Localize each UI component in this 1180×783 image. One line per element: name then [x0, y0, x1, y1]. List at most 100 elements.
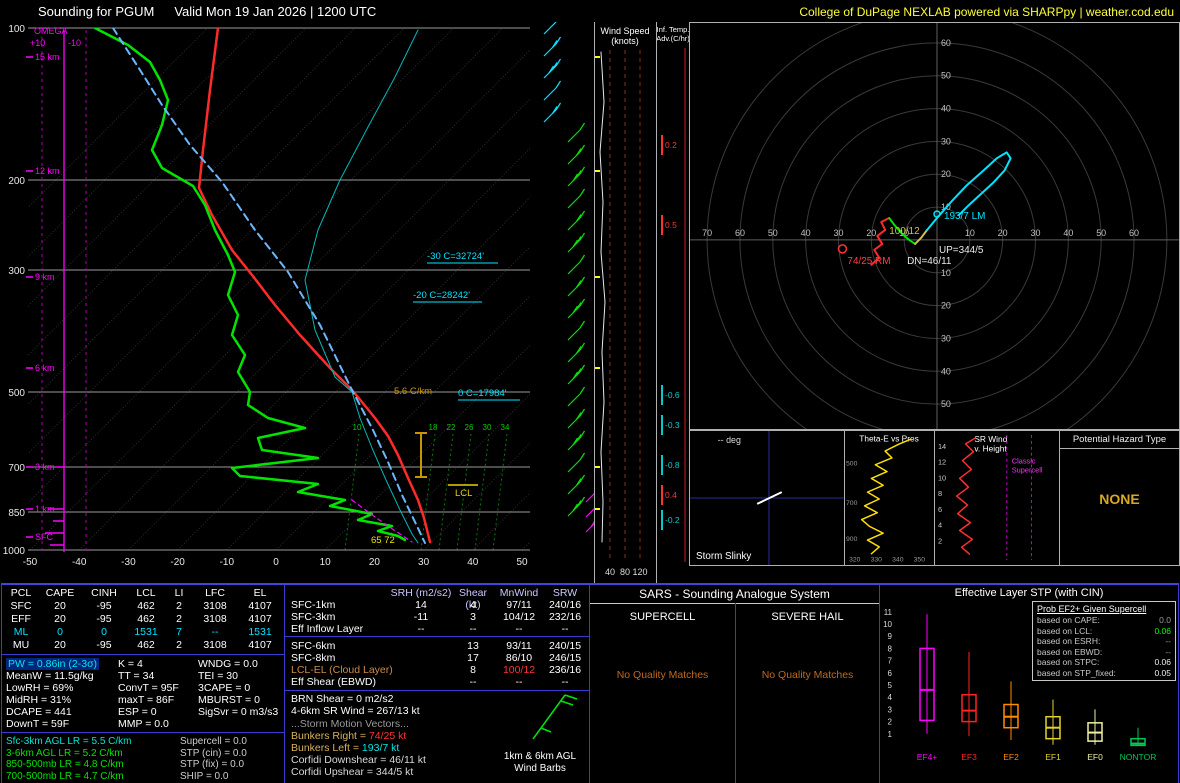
stp-panel[interactable]: Effective Layer STP (with CIN) 1 2 3 4 5 6 7 8 9… — [880, 585, 1178, 783]
stp-category-label: EF4+ — [917, 752, 938, 762]
ring-label: 70 — [702, 228, 712, 238]
temperature-label: 0 — [273, 557, 279, 568]
temperature-label: -50 — [23, 557, 38, 568]
stat-line: 3CAPE = 0 — [198, 682, 251, 694]
wind-panel-title: Wind Speed — [600, 26, 649, 36]
stp-y-tick: 3 — [888, 705, 893, 714]
wind-barb — [585, 521, 594, 533]
boxplot-EF4+ — [919, 614, 935, 734]
stp-boxplot: 1 2 3 4 5 6 7 8 9 10 11 EF4+ EF3 EF2 EF1 EF0 NONTOR — [883, 608, 1156, 762]
srwind-height-tick: 4 — [938, 521, 942, 530]
skewt-traces — [93, 28, 432, 544]
divider — [590, 603, 879, 604]
omega-title: OMEGA — [34, 26, 68, 36]
stat-line: STP (cin) = 0.0 — [180, 747, 247, 759]
height-label: SFC — [35, 532, 54, 542]
srwind-title: SR Wind — [974, 434, 1007, 444]
pressure-label: 850 — [8, 508, 25, 519]
table-row: SFC 20 -95 462 2 3108 4107 — [10, 600, 272, 612]
omega-minus10: -10 — [68, 38, 81, 48]
hodograph-panel[interactable]: 10 20 30 40 50 60 10 20 30 40 50 60 70 10 20 30 40 50 60 10… — [689, 22, 1180, 430]
temperature-label: -20 — [170, 557, 185, 568]
hodo-label: DN=46/11 — [907, 256, 952, 267]
pressure-label: 100 — [8, 24, 25, 35]
thetae-x-tick: 350 — [914, 557, 926, 564]
ring-label: 30 — [941, 333, 951, 343]
pressure-label: 1000 — [3, 546, 26, 557]
wind-barb — [543, 58, 562, 79]
parcel-trace-trace — [112, 28, 426, 544]
table-row: LCL-EL (Cloud Layer) 8 100/12 236/16 — [291, 664, 582, 676]
stp-y-tick: 4 — [888, 693, 893, 702]
annotation: 5.6 C/km — [394, 386, 432, 397]
annotation: -20 C=28242' — [413, 290, 470, 301]
temperature-label: -40 — [72, 557, 87, 568]
ring-label: 30 — [833, 228, 843, 238]
divider — [879, 585, 880, 783]
storm-motion-marker[interactable] — [933, 210, 941, 218]
ring-label: 60 — [1129, 228, 1139, 238]
stat-line: MidRH = 31% — [6, 694, 72, 706]
brn-shear: BRN Shear = 0 m2/s2 — [291, 693, 394, 705]
wind-barb — [567, 144, 586, 165]
speed-tick-label: 80 — [620, 567, 630, 577]
ring-label: 10 — [899, 228, 909, 238]
wetbulb-trace — [304, 29, 419, 544]
stp-y-tick: 2 — [888, 718, 893, 727]
adv-value: 0.5 — [665, 220, 677, 230]
hazard-panel[interactable]: Potential Hazard Type NONE — [1059, 430, 1180, 566]
height-label: 1 km — [35, 504, 55, 514]
adv-value: -0.3 — [665, 420, 680, 430]
wind-barb — [567, 232, 586, 253]
thetae-pressure-tick: 700 — [846, 500, 858, 507]
thermo-panel[interactable]: PCL CAPE CINH LCL LI LFC EL SFC 20 -95 462 2 3108 410… — [2, 585, 284, 783]
storm-motion-title: ...Storm Motion Vectors... — [291, 718, 409, 730]
ring-label: 50 — [768, 228, 778, 238]
header: Sounding for PGUM Valid Mon 19 Jan 2026 … — [38, 4, 376, 19]
ring-label: 10 — [965, 228, 975, 238]
table-row: SFC-8km 17 86/10 246/15 — [291, 652, 582, 664]
thetae-panel[interactable]: Theta-E vs Pres 500 700 900 320 330 340 350 — [844, 430, 935, 566]
slinky-title: Storm Slinky — [696, 551, 751, 562]
pressure-label: 700 — [8, 463, 25, 474]
stat-line: STP (fix) = 0.0 — [180, 759, 245, 770]
thermo-col1: PW = 0.86in (2-3σ) MeanW = 11.5g/kg LowRH … — [6, 658, 100, 730]
wind-barb — [543, 22, 557, 35]
thetae-x-tick: 330 — [871, 557, 883, 564]
ring-label: 10 — [941, 268, 951, 278]
height-label: 6 km — [35, 363, 55, 373]
srwind-height-tick: 2 — [938, 536, 942, 545]
boxplot-EF1 — [1045, 699, 1061, 745]
ring-label: 40 — [801, 228, 811, 238]
thetae-title: Theta-E vs Pres — [859, 433, 918, 443]
bottom-tables: PCL CAPE CINH LCL LI LFC EL SFC 20 -95 462 2 3108 410… — [1, 583, 1179, 783]
ring-label: 40 — [941, 366, 951, 376]
temp-advection-panel[interactable]: Inf. Temp.Adv.(C/hr) 0.2 0.5 -0.6 -0.3 -0.8 0.… — [656, 22, 690, 583]
ring-label: 50 — [941, 71, 951, 81]
table-row: Eff Shear (EBWD) -- -- -- — [291, 676, 569, 688]
sr-wind-4-6km: 4-6km SR Wind = 267/13 kt — [291, 705, 420, 717]
legend-row: based on LCL: 0.06 — [1037, 625, 1171, 636]
storm-motion-marker[interactable] — [837, 244, 848, 254]
kinematics-panel[interactable]: SRH (m2/s2) Shear (kt) MnWind SRW SFC-1km 14 4… — [285, 585, 589, 783]
stat-line: DCAPE = 441 — [6, 706, 72, 718]
storm-slinky-panel[interactable]: -- deg Storm Slinky — [689, 430, 845, 566]
height-label: 15 km — [35, 52, 60, 62]
dewpoint-trace — [93, 28, 407, 542]
wind-speed-panel[interactable]: Wind Speed(knots) 40 80 120 — [594, 22, 656, 583]
ring-label: 30 — [1031, 228, 1041, 238]
legend-row: based on CAPE: 0.0 — [1037, 615, 1171, 625]
mixing-ratio-label: 26 — [465, 423, 474, 432]
sars-panel[interactable]: SARS - Sounding Analogue System SUPERCEL… — [590, 585, 879, 783]
table-row: SFC-3km -11 3 104/12 232/16 — [291, 611, 582, 623]
adv-value: 0.2 — [665, 140, 677, 150]
pressure-label: 200 — [8, 176, 25, 187]
adv-value: -0.2 — [665, 515, 680, 525]
temperature-label: 10 — [320, 557, 332, 568]
wind-barb — [543, 102, 562, 123]
stp-y-tick: 5 — [888, 681, 893, 690]
classic-supercell-label: Supercell — [1012, 465, 1043, 474]
